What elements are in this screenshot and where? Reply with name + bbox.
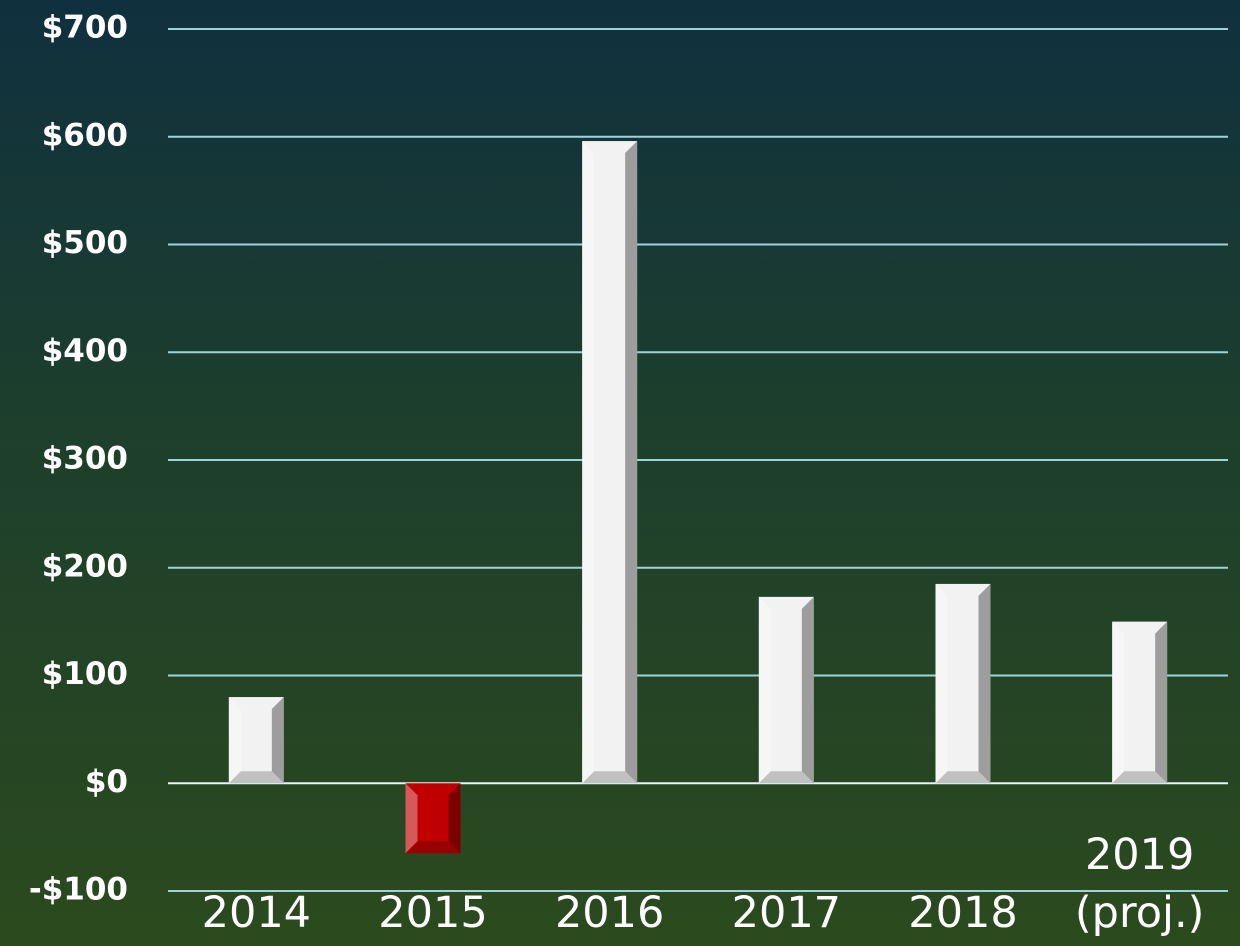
- bar-bevel-right: [1155, 621, 1168, 784]
- x-tick-label: 2018: [908, 888, 1018, 938]
- bar: [228, 697, 284, 784]
- bar: [1112, 621, 1168, 784]
- bar-bevel-right: [801, 596, 814, 784]
- x-tick-label: 2015: [378, 888, 488, 938]
- bar-bevel-left: [582, 141, 595, 784]
- bar: [405, 783, 461, 854]
- y-tick-label: $400: [42, 333, 128, 369]
- bar-bevel-right: [448, 783, 461, 854]
- bar-bevel-bottom: [935, 771, 991, 784]
- bar-bevel-bottom: [758, 771, 814, 784]
- x-tick-label: 2019 (proj.): [1074, 830, 1205, 938]
- x-tick-label: 2016: [554, 888, 665, 938]
- x-tick-label: 2017: [731, 888, 842, 938]
- bar-bevel-bottom: [582, 771, 638, 784]
- bar-bevel-left: [935, 583, 948, 784]
- y-tick-label: $0: [85, 764, 128, 800]
- bar-bevel-right: [625, 141, 638, 784]
- bar-bevel-bottom: [405, 841, 461, 854]
- y-tick-label: $200: [42, 548, 128, 584]
- y-tick-label: -$100: [29, 872, 128, 908]
- y-tick-label: $600: [42, 117, 128, 153]
- bar-bevel-right: [978, 583, 991, 784]
- y-tick-label: $300: [42, 441, 128, 477]
- y-tick-label: $700: [42, 10, 128, 46]
- bar: [758, 596, 814, 784]
- y-tick-label: $500: [42, 225, 128, 261]
- y-tick-label: $100: [42, 656, 128, 692]
- bar-bevel-left: [758, 596, 771, 784]
- x-tick-label: 2014: [201, 888, 312, 938]
- bar: [935, 583, 991, 784]
- bar-bevel-left: [228, 697, 241, 784]
- bar-bevel-bottom: [228, 771, 284, 784]
- bar-bevel-left: [405, 783, 418, 854]
- bar-bevel-left: [1112, 621, 1125, 784]
- bar: [582, 141, 638, 784]
- bar-bevel-right: [271, 697, 284, 784]
- bar-bevel-bottom: [1112, 771, 1168, 784]
